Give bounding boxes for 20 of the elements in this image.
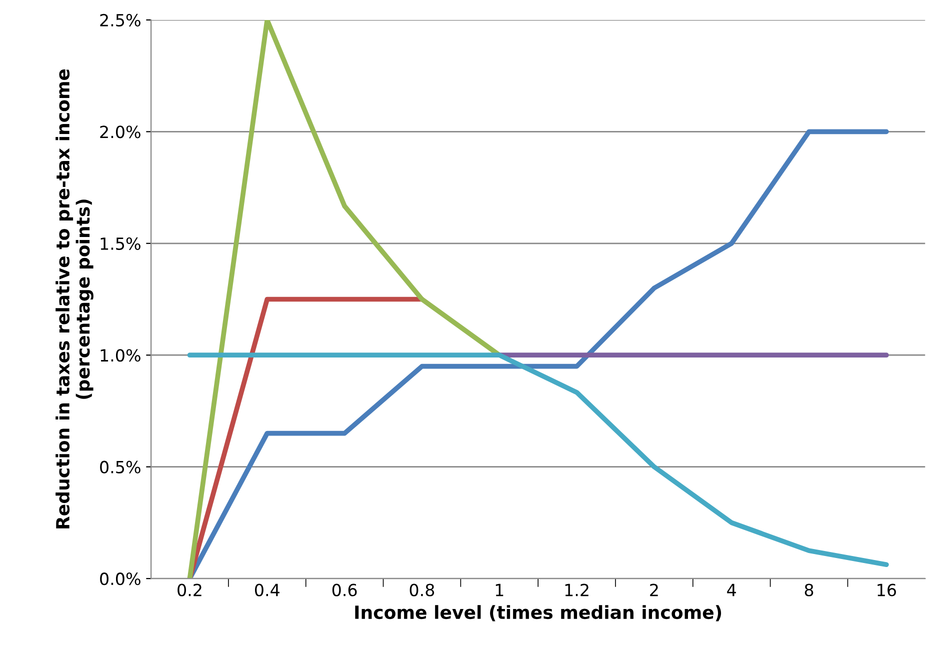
x-tick-label: 0.8 <box>410 584 434 596</box>
x-axis-title: Income level (times median income) <box>355 605 722 622</box>
x-tick-label: 4 <box>727 584 736 596</box>
y-tick-label: 1.5% <box>100 237 140 250</box>
y-tick-label: 2.5% <box>100 14 140 27</box>
x-tick-label: 1.2 <box>565 584 588 596</box>
line-series <box>187 20 502 579</box>
line-series <box>187 352 889 568</box>
x-tick-label: 16 <box>878 584 896 596</box>
x-tick-label: 1 <box>496 584 504 596</box>
x-tick-label: 0.4 <box>255 584 280 596</box>
y-axis-title: Reduction in taxes relative to pre-tax income (percentage points) <box>56 69 94 528</box>
x-tick-label: 0.6 <box>332 584 357 596</box>
y-tick-label: 2.0% <box>100 126 140 138</box>
x-tick-label: 8 <box>804 584 814 596</box>
y-tick-label: 0.5% <box>100 460 140 474</box>
x-tick-label: 2 <box>650 584 658 596</box>
y-tick-label: 0.0% <box>100 572 140 586</box>
x-tick-label: 0.2 <box>178 584 202 596</box>
y-tick-label: 1.0% <box>100 349 140 362</box>
